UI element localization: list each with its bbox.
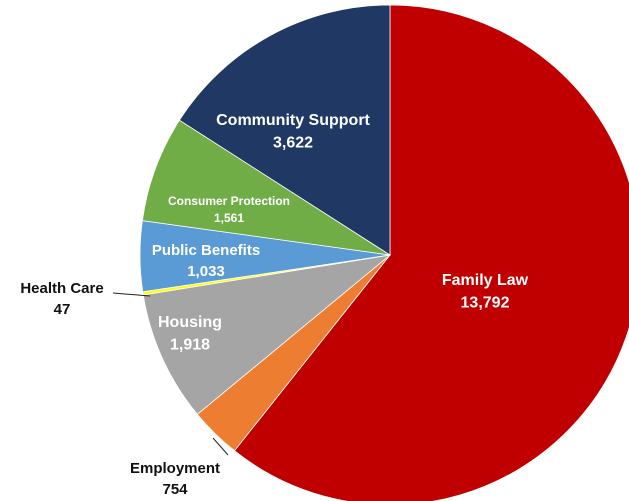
pie-slice-housing bbox=[142, 254, 392, 415]
slice-labels: Family Law 13,792 Employment 754 Housing 1,91… bbox=[20, 112, 528, 498]
slice-category-family-law: Family Law bbox=[442, 272, 529, 289]
pie-slice-family-law bbox=[233, 4, 629, 501]
pie-slice-community-support bbox=[178, 4, 391, 256]
leader-line-employment bbox=[212, 437, 229, 456]
slice-label-employment: Employment 754 bbox=[130, 460, 220, 498]
slice-label-consumer-protection: Consumer Protection 1,561 bbox=[168, 194, 290, 225]
slice-value-health-care: 47 bbox=[54, 301, 71, 318]
slice-label-public-benefits: Public Benefits 1,033 bbox=[152, 242, 260, 280]
slice-category-housing: Housing bbox=[158, 314, 222, 331]
slice-category-consumer-protection: Consumer Protection bbox=[168, 194, 290, 208]
slice-category-health-care: Health Care bbox=[20, 280, 103, 297]
slice-category-community-support: Community Support bbox=[216, 112, 370, 129]
slice-label-health-care: Health Care 47 bbox=[20, 280, 103, 318]
slice-value-housing: 1,918 bbox=[170, 336, 210, 353]
slice-value-community-support: 3,622 bbox=[273, 134, 313, 151]
slice-value-employment: 754 bbox=[162, 481, 188, 498]
slice-label-housing: Housing 1,918 bbox=[158, 314, 222, 353]
leader-lines bbox=[112, 292, 229, 456]
leader-line-health-care bbox=[112, 292, 151, 297]
slice-category-public-benefits: Public Benefits bbox=[152, 242, 260, 259]
pie-slice-consumer-protection bbox=[141, 119, 391, 256]
slice-value-public-benefits: 1,033 bbox=[187, 263, 225, 280]
slice-value-consumer-protection: 1,561 bbox=[214, 211, 244, 225]
slice-label-community-support: Community Support 3,622 bbox=[216, 112, 370, 151]
slices-layer bbox=[139, 4, 629, 501]
slice-value-family-law: 13,792 bbox=[461, 294, 510, 311]
slice-label-family-law: Family Law 13,792 bbox=[442, 272, 529, 311]
slice-category-employment: Employment bbox=[130, 460, 220, 477]
